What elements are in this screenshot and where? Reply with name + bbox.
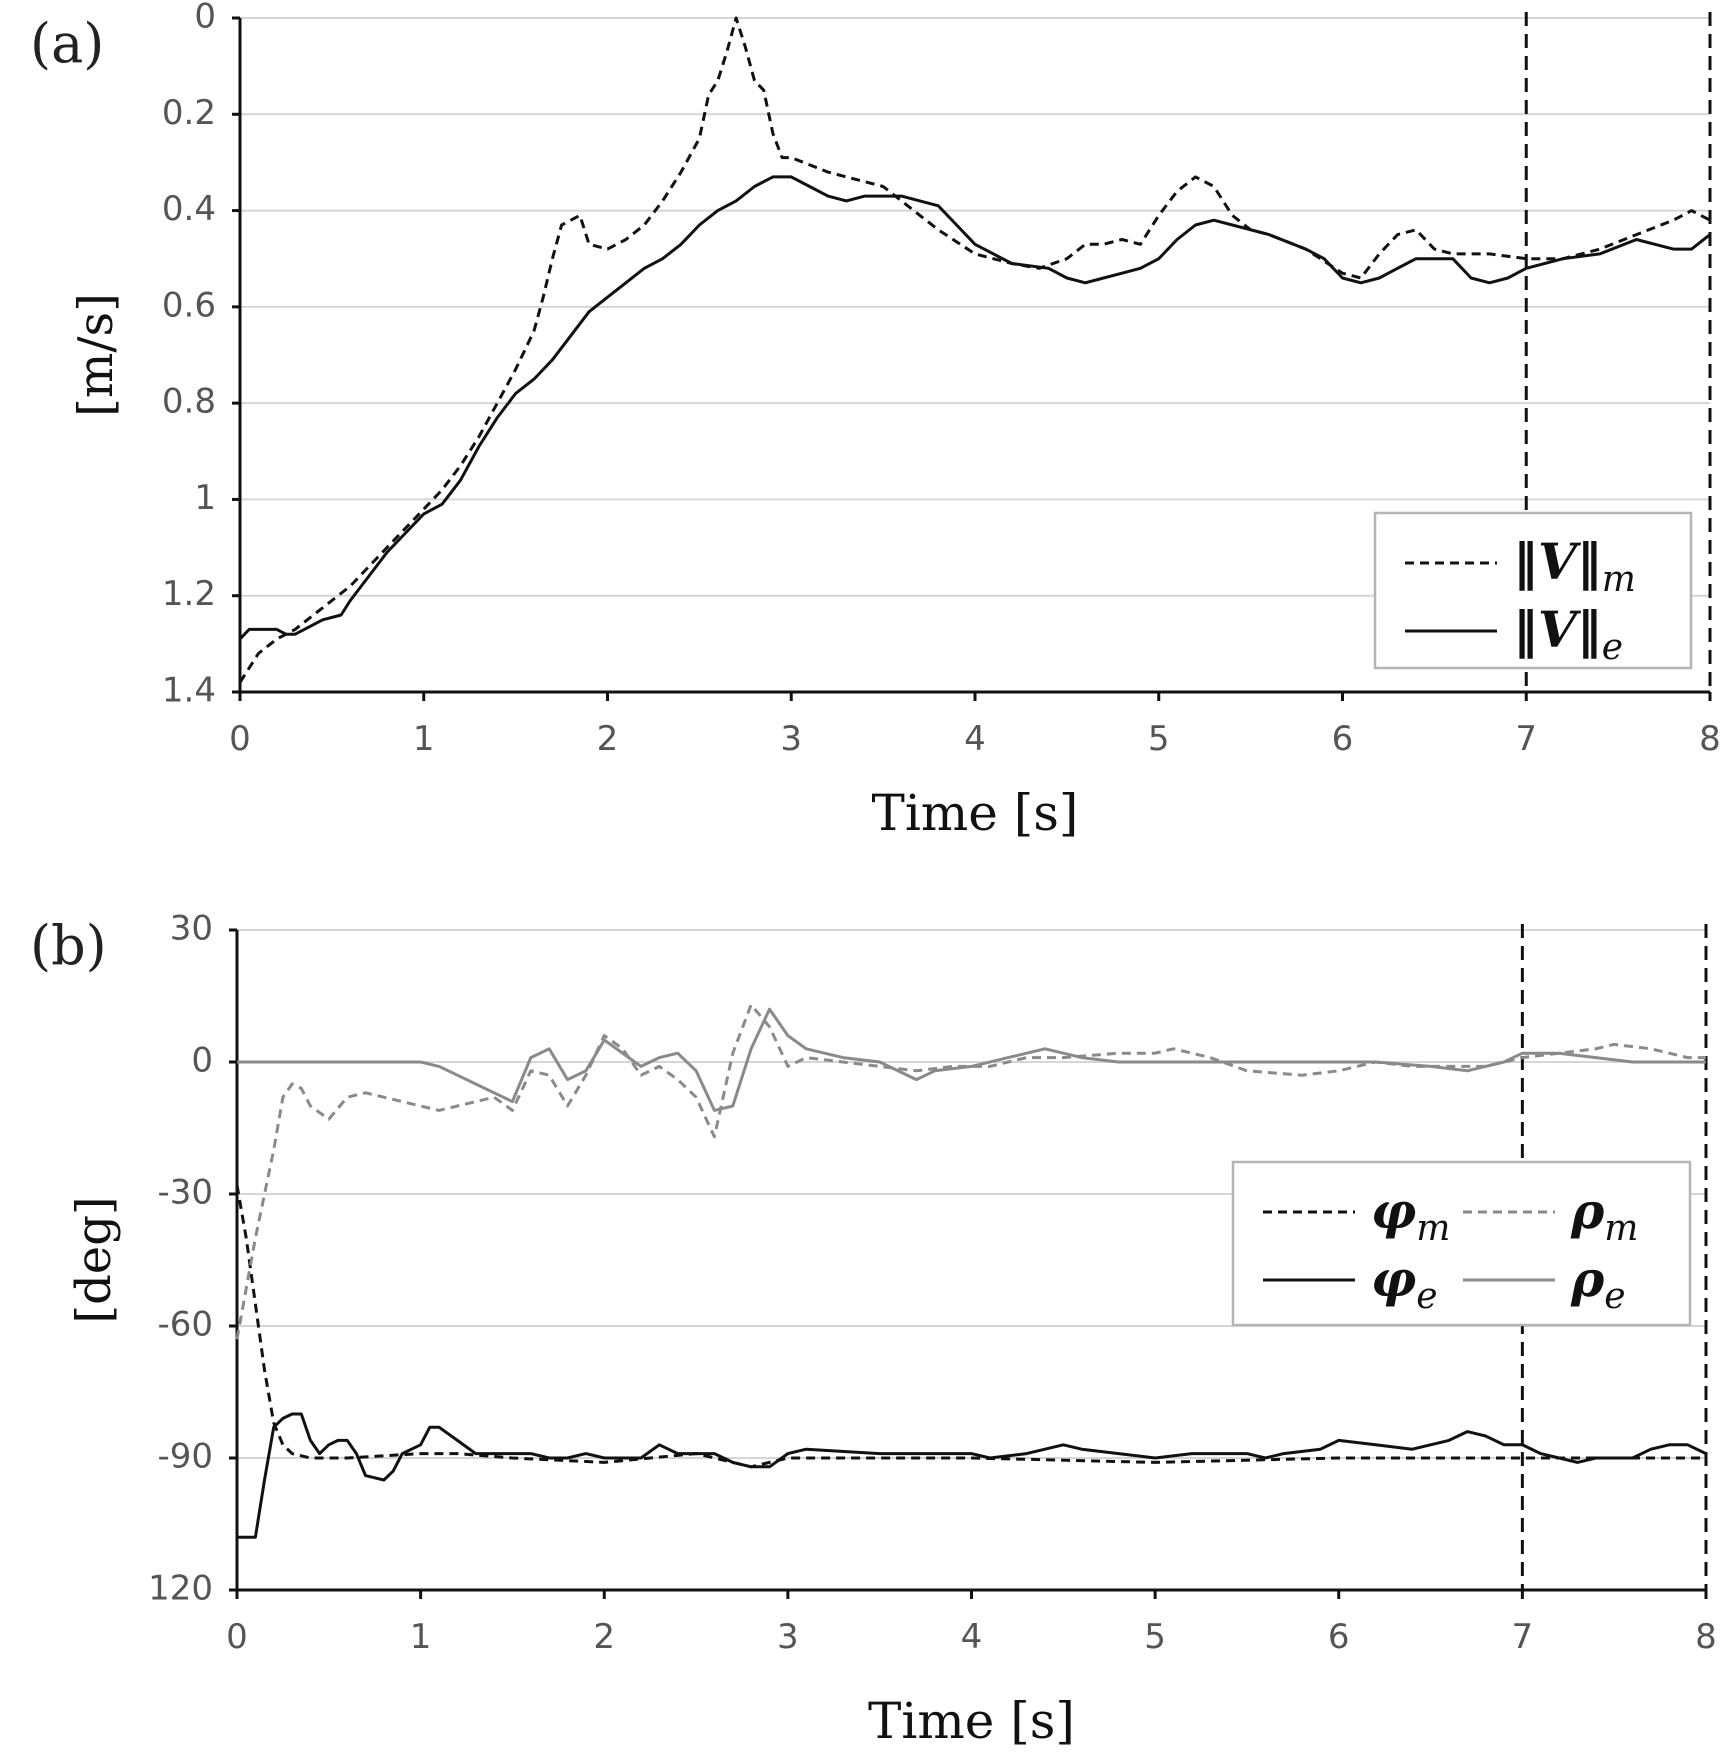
- panel-label: (a): [30, 12, 104, 75]
- x-tick-label: 5: [1148, 719, 1170, 759]
- y-tick-label: -60: [157, 1305, 213, 1345]
- x-tick-label: 7: [1512, 1617, 1534, 1657]
- chart-panel-b: (b) 30 0 -30 -60 -90 120 0 1 2 3 4 5 6 7 8 Time [s] [deg]…: [30, 909, 1717, 1751]
- x-tick-label: 2: [593, 1617, 615, 1657]
- x-tick-label: 5: [1144, 1617, 1166, 1657]
- x-tick-label: 1: [413, 719, 435, 759]
- legend-label-subscript: e: [1602, 627, 1623, 668]
- y-tick-label: 0.8: [162, 382, 216, 422]
- x-axis-label: Time [s]: [872, 784, 1079, 842]
- x-tick-label: 3: [780, 719, 802, 759]
- y-tick-label: 30: [170, 909, 213, 949]
- series-line-φm: [235, 1184, 1706, 1469]
- legend-label-subscript: e: [1604, 1276, 1625, 1317]
- y-axis-label: [m/s]: [68, 293, 124, 417]
- x-tick-label: 8: [1695, 1617, 1717, 1657]
- y-tick-label: 0: [191, 1041, 213, 1081]
- x-tick-label: 1: [410, 1617, 432, 1657]
- y-axis-label: [deg]: [66, 1196, 122, 1323]
- legend-box: [1373, 511, 1693, 670]
- y-tick-label: -90: [157, 1437, 213, 1477]
- legend-label-subscript: m: [1416, 1208, 1450, 1249]
- legend-label-subscript: m: [1604, 1208, 1638, 1249]
- y-tick-label: 0.4: [162, 189, 216, 229]
- legend-box: [1231, 1160, 1692, 1327]
- chart-panel-a: (a) 0 0.2 0.4 0.6 0.8 1 1.2 1.4 0 1 2 3 4 5 6 7 8 Time [s]…: [30, 0, 1721, 842]
- series-line-ρe: [237, 1007, 1706, 1112]
- legend-label-subscript: m: [1602, 559, 1636, 600]
- x-tick-label: 0: [226, 1617, 248, 1657]
- x-tick-label: 4: [961, 1617, 983, 1657]
- y-tick-label: 1.2: [162, 574, 216, 614]
- x-tick-label: 4: [964, 719, 986, 759]
- series-line-Vm: [238, 16, 1711, 684]
- y-tick-label: -30: [157, 1173, 213, 1213]
- y-tick-label: 1: [194, 478, 216, 518]
- x-tick-label: 6: [1328, 1617, 1350, 1657]
- x-tick-label: 3: [777, 1617, 799, 1657]
- x-tick-label: 0: [229, 719, 251, 759]
- y-tick-label: 1.4: [162, 671, 216, 711]
- panel-label: (b): [30, 914, 107, 977]
- x-tick-label: 2: [597, 719, 619, 759]
- y-tick-label: 0.2: [162, 93, 216, 133]
- x-tick-label: 6: [1332, 719, 1354, 759]
- x-axis-label: Time [s]: [868, 1692, 1075, 1750]
- x-tick-label: 7: [1515, 719, 1537, 759]
- y-tick-label: 120: [148, 1569, 213, 1609]
- legend-label-subscript: e: [1416, 1276, 1437, 1317]
- legend: ‖V‖m‖V‖e: [1373, 511, 1693, 670]
- series-line-Ve: [238, 175, 1711, 641]
- x-tick-label: 8: [1699, 719, 1721, 759]
- y-tick-label: 0.6: [162, 285, 216, 325]
- y-tick-label: 0: [194, 0, 216, 37]
- series-line-φe: [237, 1412, 1707, 1539]
